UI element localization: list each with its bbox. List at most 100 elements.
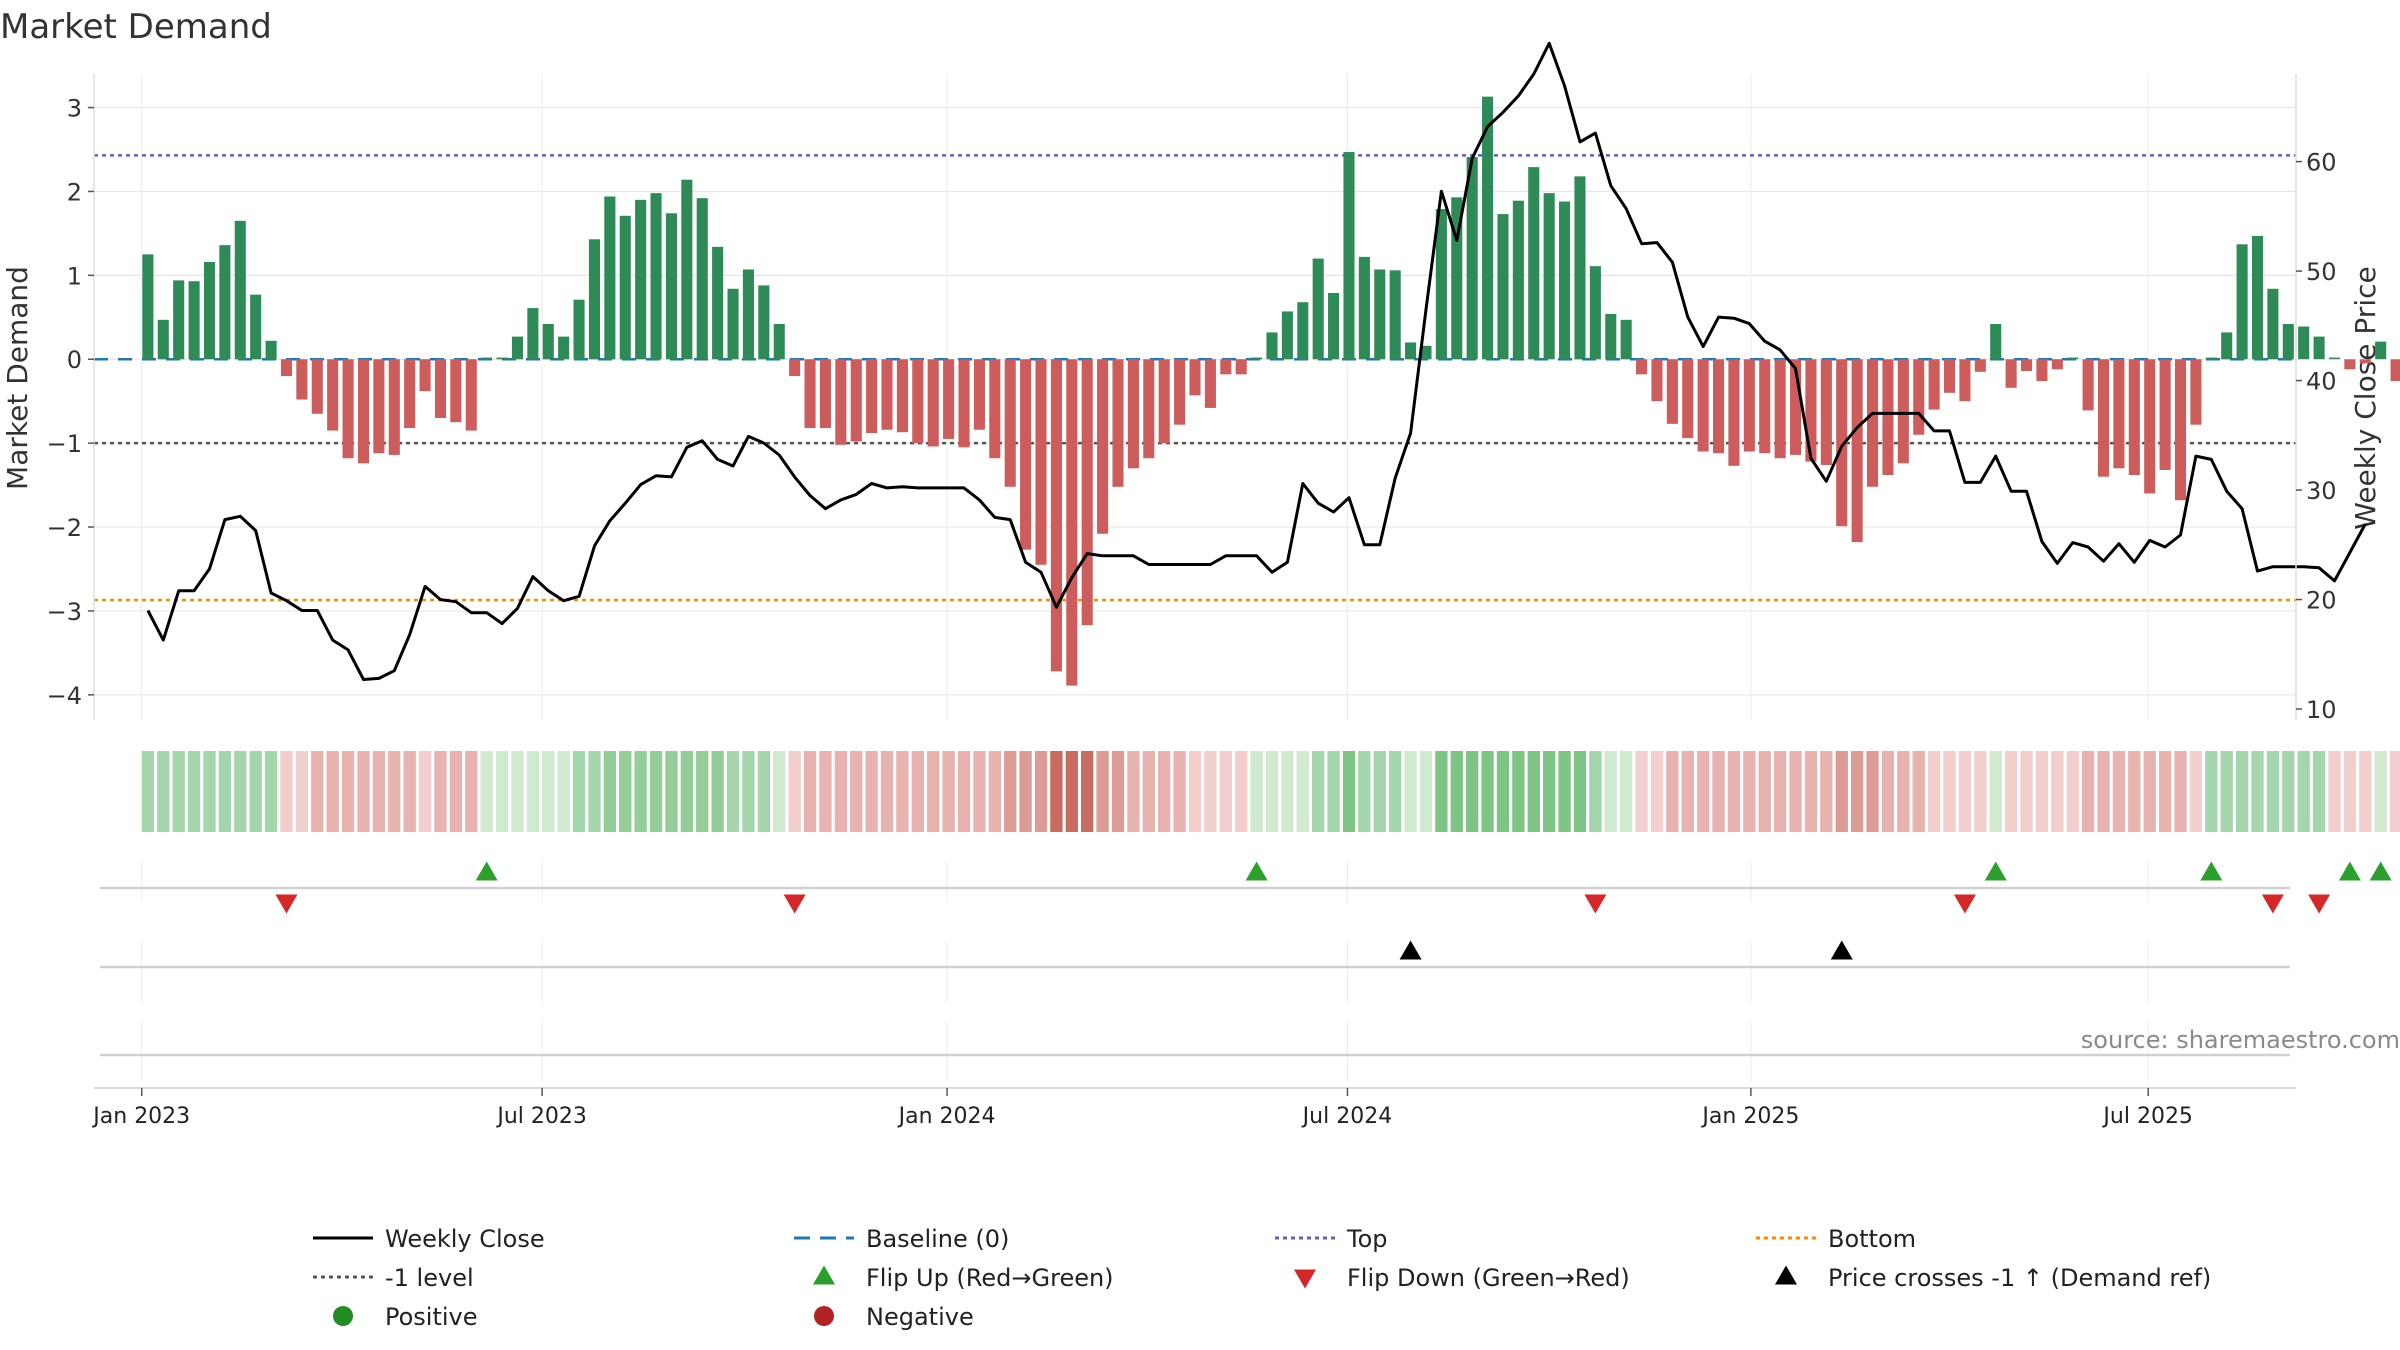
- positive-demand-bar: [203, 261, 216, 360]
- negative-demand-bar: [943, 359, 955, 439]
- strip-cell: [803, 751, 817, 832]
- strip-cell: [1296, 751, 1309, 832]
- strip-cell: [988, 751, 1001, 832]
- strip-cell: [1404, 751, 1417, 832]
- negative-demand-bar: [373, 359, 385, 454]
- negative-demand-bar: [2020, 359, 2033, 371]
- strip-cell: [865, 751, 878, 832]
- strip-cell: [1789, 751, 1802, 832]
- strip-cell: [1666, 751, 1679, 832]
- positive-demand-bar: [1482, 96, 1494, 360]
- strip-cell: [1358, 751, 1371, 832]
- positive-demand-bar: [604, 196, 616, 360]
- positive-demand-bar: [1435, 209, 1447, 360]
- price-cross-marker: [1399, 940, 1422, 960]
- strip-cell: [1342, 751, 1356, 832]
- strip-cell: [172, 751, 185, 832]
- legend-label: Top: [1346, 1225, 1388, 1253]
- strip-cell: [757, 751, 770, 832]
- strip-cell: [957, 751, 971, 832]
- strip-cell: [1065, 751, 1078, 832]
- negative-demand-bar: [2036, 359, 2048, 382]
- strip-cell: [1635, 751, 1648, 832]
- strip-cell: [680, 751, 694, 832]
- strip-cell: [2097, 751, 2110, 832]
- strip-cell: [850, 751, 863, 832]
- strip-cell: [588, 751, 601, 832]
- strip-cell: [927, 751, 940, 832]
- strip-cell: [157, 751, 170, 832]
- strip-cell: [264, 751, 278, 832]
- strip-cell: [341, 751, 355, 832]
- strip-cell: [1866, 751, 1879, 832]
- strip-cell: [372, 751, 386, 832]
- legend-label: Weekly Close: [385, 1225, 545, 1253]
- strip-cell: [388, 751, 401, 832]
- negative-demand-bar: [2051, 359, 2063, 370]
- positive-demand-bar: [1620, 319, 1632, 360]
- strip-cell: [788, 751, 801, 832]
- y-left-tick-label: −3: [47, 598, 82, 626]
- strip-cell: [1096, 751, 1109, 832]
- negative-demand-bar: [804, 359, 816, 429]
- flip-down-marker: [1953, 894, 1976, 914]
- negative-demand-bar: [1820, 359, 1832, 465]
- negative-demand-bar: [404, 359, 416, 429]
- strip-cell: [1974, 751, 1987, 832]
- y-left-tick-label: 0: [67, 346, 82, 374]
- legend-swatch-circle: [333, 1306, 353, 1326]
- positive-demand-bar: [1328, 292, 1340, 360]
- strip-cell: [1204, 751, 1217, 832]
- strip-cell: [1512, 751, 1525, 832]
- legend-item: Bottom: [1756, 1225, 1916, 1253]
- strip-cell: [649, 751, 663, 832]
- negative-demand-bar: [357, 359, 370, 464]
- strip-cell: [696, 751, 709, 832]
- strip-cell: [726, 751, 740, 832]
- strip-cell: [434, 751, 447, 832]
- positive-demand-bar: [1420, 345, 1432, 360]
- strip-cell: [1281, 751, 1294, 832]
- strip-cell: [1881, 751, 1895, 832]
- negative-demand-bar: [1097, 359, 1109, 534]
- y-axis-label-right: Weekly Close Price: [2349, 266, 2382, 529]
- positive-demand-bar: [188, 281, 200, 360]
- negative-demand-bar: [2190, 359, 2202, 425]
- strip-cell: [1435, 751, 1448, 832]
- strip-cell: [2359, 751, 2372, 832]
- strip-cell: [1373, 751, 1386, 832]
- strip-cell: [2266, 751, 2280, 832]
- positive-demand-bar: [1605, 313, 1617, 360]
- negative-demand-bar: [2159, 359, 2171, 470]
- legend-item: Price crosses -1 ↑ (Demand ref): [1775, 1264, 2211, 1292]
- strip-cell: [2189, 751, 2203, 832]
- y-right-tick-label: 10: [2306, 696, 2337, 724]
- strip-cell: [511, 751, 524, 832]
- negative-demand-bar: [1143, 359, 1155, 459]
- strip-cell: [1620, 751, 1633, 832]
- strip-cell: [2035, 751, 2049, 832]
- positive-demand-bar: [2328, 357, 2341, 360]
- positive-demand-bar: [1405, 342, 1417, 360]
- positive-demand-bar: [142, 254, 154, 360]
- strip-cell: [1681, 751, 1694, 832]
- negative-demand-bar: [342, 359, 354, 459]
- strip-cell: [1943, 751, 1956, 832]
- negative-demand-bar: [434, 359, 447, 418]
- strip-cell: [449, 751, 463, 832]
- strip-cell: [1727, 751, 1741, 832]
- y-left-tick-label: 1: [67, 262, 82, 290]
- negative-demand-bar: [789, 359, 801, 377]
- flip-down-marker: [1584, 894, 1607, 914]
- strip-cell: [2081, 751, 2095, 832]
- negative-demand-bar: [1235, 359, 1247, 375]
- strip-cell: [942, 751, 955, 832]
- y-left-tick-label: −4: [47, 682, 82, 710]
- positive-demand-bar: [2298, 326, 2310, 360]
- x-tick-label: Jul 2023: [495, 1104, 587, 1129]
- strip-cell: [1897, 751, 1910, 832]
- y-left-tick-label: −1: [47, 430, 82, 458]
- strip-cell: [1573, 751, 1587, 832]
- strip-cell: [1527, 751, 1540, 832]
- positive-demand-bar: [1297, 302, 1309, 360]
